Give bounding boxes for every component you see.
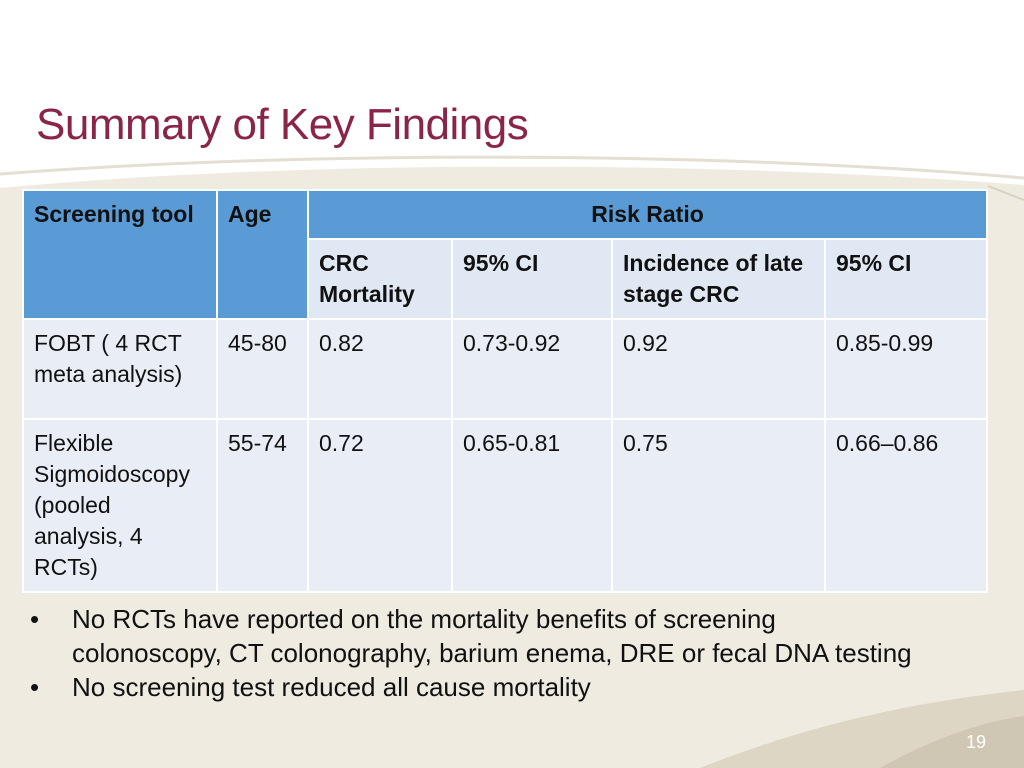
table-row: Flexible Sigmoidoscopy (pooled analysis,…: [22, 418, 989, 593]
cell-tool: FOBT ( 4 RCT meta analysis): [22, 318, 218, 420]
cell-age: 55-74: [216, 418, 309, 593]
cell-age: 45-80: [216, 318, 309, 420]
bullet-text: No RCTs have reported on the mortality b…: [72, 604, 912, 668]
header-ci-incidence: 95% CI: [823, 238, 989, 320]
header-incidence: Incidence of late stage CRC: [611, 238, 826, 320]
header-screening-tool: Screening tool: [22, 189, 218, 320]
cell-ci-mortality: 0.65-0.81: [451, 418, 613, 593]
cell-ci-incidence: 0.85-0.99: [823, 318, 989, 420]
cell-incidence: 0.75: [611, 418, 826, 593]
bullet-item: • No screening test reduced all cause mo…: [30, 670, 930, 704]
bullet-marker: •: [30, 672, 40, 702]
cell-ci-mortality: 0.73-0.92: [451, 318, 613, 420]
header-ci-mortality: 95% CI: [451, 238, 613, 320]
header-risk-ratio: Risk Ratio: [306, 189, 989, 240]
bullet-text: No screening test reduced all cause mort…: [72, 672, 591, 702]
cell-ci-incidence: 0.66–0.86: [823, 418, 989, 593]
table-subheader-row: CRC Mortality 95% CI Incidence of late s…: [23, 238, 989, 320]
page-number: 19: [966, 732, 987, 752]
cell-crc-mortality: 0.72: [307, 418, 453, 593]
cell-crc-mortality: 0.82: [307, 318, 453, 420]
cell-incidence: 0.92: [611, 318, 826, 420]
findings-table: Screening tool Age Risk Ratio CRC Mortal…: [22, 189, 989, 593]
cell-tool: Flexible Sigmoidoscopy (pooled analysis,…: [22, 418, 218, 593]
header-age: Age: [216, 189, 309, 320]
header-crc-mortality: CRC Mortality: [307, 238, 453, 320]
slide-title: Summary of Key Findings: [36, 100, 529, 149]
table-header-row: Screening tool Age Risk Ratio: [22, 189, 989, 320]
table-row: FOBT ( 4 RCT meta analysis) 45-80 0.82 0…: [22, 318, 989, 420]
bullet-list: • No RCTs have reported on the mortality…: [30, 602, 930, 704]
bullet-item: • No RCTs have reported on the mortality…: [30, 602, 930, 670]
bullet-marker: •: [30, 604, 40, 634]
